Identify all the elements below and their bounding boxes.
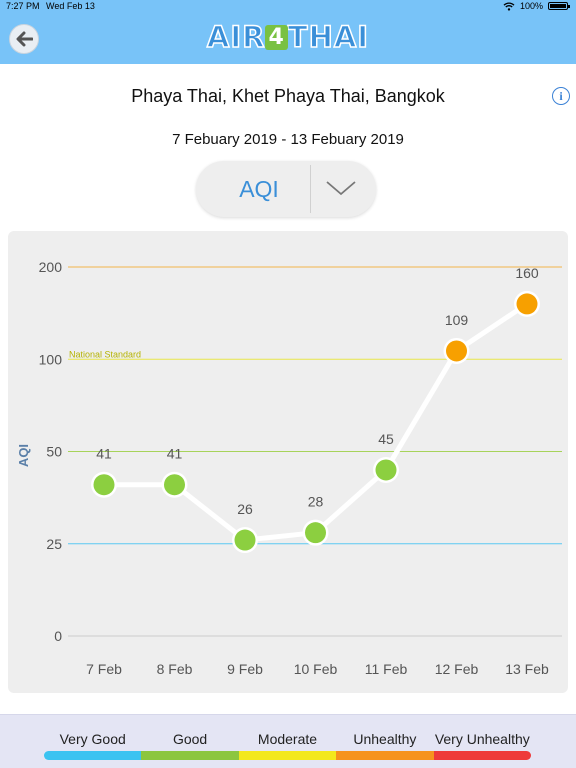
logo-prefix: AIR (206, 19, 266, 55)
y-tick-label: 0 (54, 628, 62, 644)
y-tick-label: 50 (46, 444, 62, 460)
status-indicators: 100% (503, 1, 570, 11)
y-tick-label: 200 (39, 259, 63, 275)
data-point (93, 474, 115, 496)
data-point (446, 340, 467, 362)
legend-color-swatch (238, 751, 337, 760)
data-label: 160 (515, 265, 539, 281)
x-tick-label: 9 Feb (227, 661, 263, 677)
aqi-legend: Very Good Good Moderate Unhealthy Very Unhea… (0, 714, 576, 768)
threshold-label: National Standard (69, 349, 141, 359)
app-logo: AIR 4 THAI (0, 19, 576, 55)
legend-color-swatch (44, 751, 142, 760)
location-title: Phaya Thai, Khet Phaya Thai, Bangkok (131, 86, 445, 106)
legend-label: Very Unhealthy (434, 731, 530, 747)
legend-label: Good (172, 731, 208, 747)
legend-color-swatch (336, 751, 434, 760)
back-button[interactable] (9, 24, 39, 54)
logo-digit: 4 (265, 25, 288, 50)
data-label: 26 (237, 501, 253, 517)
legend-label: Unhealthy (353, 731, 417, 747)
data-point (164, 474, 185, 496)
status-time: 7:27 PM (6, 1, 40, 11)
date-range: 7 Febuary 2019 - 13 Febuary 2019 (172, 131, 404, 148)
data-label: 28 (308, 494, 324, 510)
x-tick-label: 11 Feb (365, 661, 408, 677)
dropdown-divider (310, 165, 311, 213)
data-point (375, 459, 397, 481)
x-tick-label: 8 Feb (157, 661, 193, 677)
legend-label: Very Good (59, 731, 126, 747)
legend-color-swatch (433, 751, 531, 760)
nav-bar: AIR 4 THAI (0, 14, 576, 64)
battery-icon (548, 2, 570, 10)
x-tick-label: 12 Feb (435, 661, 479, 677)
aqi-line-chart: National Standard 0 25 50 100 200 AQI 7 Feb 8 Fe… (16, 259, 562, 677)
x-tick-label: 13 Feb (505, 661, 549, 677)
parameter-selected-value: AQI (239, 176, 279, 202)
data-label: 45 (378, 431, 394, 447)
y-axis-title: AQI (16, 444, 31, 467)
back-arrow-icon (16, 31, 33, 47)
legend-color-swatch (141, 751, 239, 760)
parameter-dropdown[interactable]: AQI (196, 161, 376, 217)
legend-label: Moderate (257, 731, 318, 747)
info-icon[interactable]: i (552, 87, 570, 105)
y-tick-label: 100 (39, 351, 63, 367)
aqi-chart: National Standard 0 25 50 100 200 AQI 7 Feb 8 Fe… (8, 231, 568, 693)
status-date: Wed Feb 13 (46, 1, 95, 11)
data-point (516, 293, 538, 315)
data-label: 41 (96, 446, 112, 462)
battery-percent: 100% (519, 1, 543, 11)
chevron-down-icon[interactable] (324, 177, 358, 199)
data-label: 109 (445, 312, 469, 328)
logo-suffix: THAI (287, 19, 370, 55)
status-bar: 7:27 PM Wed Feb 13 100% (0, 0, 576, 14)
x-tick-label: 7 Feb (86, 661, 122, 677)
data-point (234, 529, 256, 551)
data-point (305, 522, 326, 544)
x-tick-label: 10 Feb (294, 661, 338, 677)
wifi-icon (503, 1, 515, 11)
data-label: 41 (167, 446, 183, 462)
y-tick-label: 25 (46, 536, 62, 552)
